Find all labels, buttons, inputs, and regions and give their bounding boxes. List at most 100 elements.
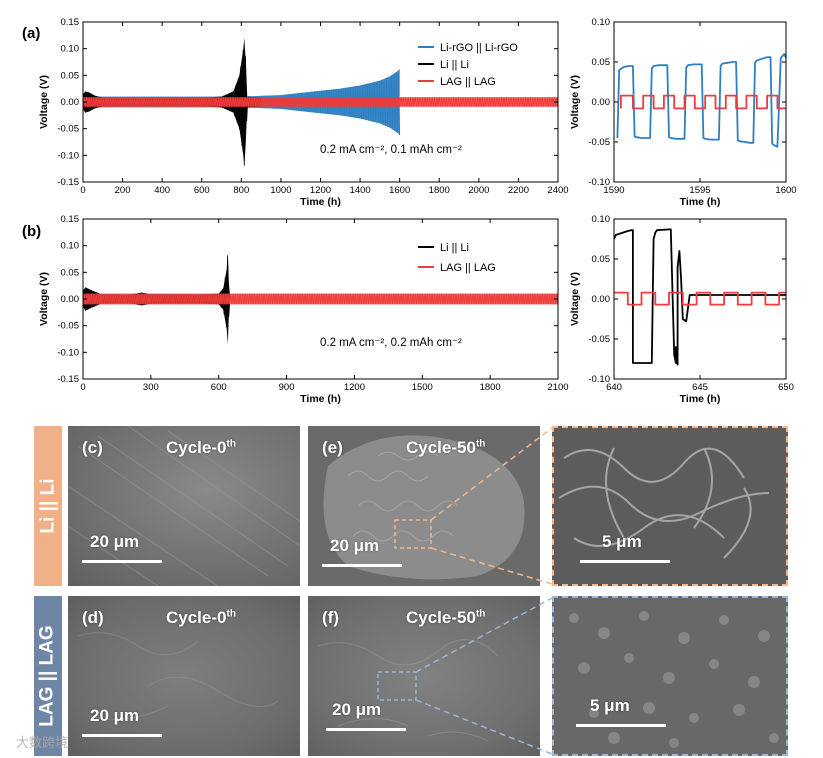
y-tick-label: 0.00	[592, 97, 611, 108]
legend-label-lag: LAG || LAG	[440, 76, 496, 88]
panel-label: (a)	[22, 25, 40, 42]
y-tick-label: -0.10	[588, 177, 610, 188]
x-axis-label: Time (h)	[680, 196, 721, 208]
x-tick-label: 1200	[310, 185, 331, 196]
legend-label-rgo: Li-rGO || Li-rGO	[440, 42, 518, 54]
x-tick-label: 1500	[412, 382, 433, 393]
sem-c-scale-label: 20 μm	[90, 532, 140, 551]
sem-e-zoom-scale-bar	[580, 560, 670, 563]
y-tick-label: -0.10	[588, 374, 610, 385]
x-tick-label: 1800	[429, 185, 450, 196]
plot-frame	[613, 21, 787, 183]
x-tick-label: 900	[279, 382, 295, 393]
y-tick-label: 0.15	[61, 214, 80, 225]
series-line-lag	[83, 293, 558, 305]
sem-image-c: (c) Cycle-0th 20 μm	[68, 426, 300, 586]
charts-layer: 0 200 400 600 800 1000 1200 1400 1600 1800 2000 220…	[22, 17, 797, 405]
x-tick-label: 800	[233, 185, 249, 196]
sem-c-cycle-sup: th	[226, 438, 236, 450]
legend-label-lag: LAG || LAG	[440, 262, 496, 274]
sem-c-letter: (c)	[82, 438, 103, 457]
x-tick-label: 645	[692, 382, 708, 393]
sem-e-cycle-sup: th	[475, 438, 486, 450]
x-tick-label: 1800	[480, 382, 501, 393]
y-axis-label: Voltage (V)	[38, 272, 50, 326]
chart-a-main: 0 200 400 600 800 1000 1200 1400 1600 1800 2000 220…	[22, 17, 569, 208]
x-tick-label: 0	[80, 382, 85, 393]
x-tick-label: 1600	[389, 185, 410, 196]
sem-f-cycle: Cycle-50th	[406, 608, 485, 628]
x-tick-label: 1590	[603, 185, 624, 196]
x-axis-label: Time (h)	[680, 393, 721, 405]
li-li-tab-label: Li || Li	[37, 478, 58, 534]
sem-f-scale-label: 20 μm	[332, 700, 382, 719]
sem-f-letter: (f)	[322, 608, 339, 627]
sem-image-f-zoom: 5 μm	[552, 596, 788, 756]
panel-label: (b)	[22, 223, 41, 240]
y-tick-label: 0.00	[592, 294, 611, 305]
sem-f-zoom-scale-label: 5 μm	[590, 696, 630, 715]
x-tick-label: 300	[143, 382, 159, 393]
y-tick-label: 0.00	[61, 97, 80, 108]
x-tick-label: 200	[115, 185, 131, 196]
condition-text: 0.2 mA cm⁻², 0.1 mAh cm⁻²	[320, 144, 462, 156]
sem-image-e-zoom: 5 μm	[552, 426, 788, 586]
y-axis-label: Voltage (V)	[569, 75, 581, 129]
y-tick-label: 0.10	[61, 241, 80, 252]
x-tick-label: 1000	[270, 185, 291, 196]
plot-area-b-main	[83, 253, 558, 345]
y-axis-label: Voltage (V)	[569, 272, 581, 326]
sem-f-cycle-text: Cycle-50	[406, 608, 476, 627]
x-tick-label: 1200	[344, 382, 365, 393]
sem-f-cycle-sup: th	[475, 608, 486, 620]
sem-d-scale-bar	[82, 734, 162, 737]
sem-f-scale-bar	[326, 728, 406, 731]
legend-label-li: Li || Li	[440, 242, 469, 254]
x-tick-label: 2200	[508, 185, 529, 196]
series-line-lag	[83, 97, 558, 107]
sem-d-cycle-sup: th	[226, 608, 236, 620]
chart-b-zoom: 640 645 650 -0.10 -0.05 0.00 0.05 0.10 Time (h) V…	[569, 214, 794, 405]
watermark: 大数跨境	[16, 735, 69, 750]
sem-e-scale-label: 20 μm	[330, 536, 380, 555]
series-line-li	[83, 255, 231, 328]
sem-d-cycle: Cycle-0th	[166, 608, 236, 628]
plot-area-a-main	[83, 38, 558, 166]
y-tick-label: -0.05	[57, 321, 79, 332]
li-li-side-tab: Li || Li	[34, 426, 62, 586]
y-tick-label: 0.10	[592, 214, 611, 225]
sem-d-cycle-text: Cycle-0	[166, 608, 227, 627]
sem-texture-e-zoom	[558, 447, 770, 559]
sem-e-scale-bar	[322, 564, 402, 567]
x-tick-label: 600	[211, 382, 227, 393]
y-tick-label: 0.05	[61, 70, 80, 81]
y-axis-label: Voltage (V)	[38, 75, 50, 129]
x-tick-label: 400	[154, 185, 170, 196]
condition-text: 0.2 mA cm⁻², 0.2 mAh cm⁻²	[320, 337, 462, 349]
sem-e-cycle: Cycle-50th	[406, 438, 485, 458]
sem-e-letter: (e)	[322, 438, 343, 457]
plot-area-a-zoom	[616, 53, 786, 148]
series-line-rgo	[616, 53, 786, 148]
x-tick-label: 2400	[547, 185, 568, 196]
sem-d-scale-label: 20 μm	[90, 706, 140, 725]
chart-a-zoom: 1590 1595 1600 -0.10 -0.05 0.00 0.05 0.10 Time (…	[569, 17, 797, 208]
sem-f-zoom-scale-bar	[576, 724, 666, 727]
legend-label-li: Li || Li	[440, 59, 469, 71]
y-tick-label: 0.05	[592, 57, 611, 68]
lag-lag-side-tab: LAG || LAG	[34, 596, 62, 756]
x-tick-label: 2000	[468, 185, 489, 196]
y-tick-label: -0.15	[57, 177, 79, 188]
sem-image-f: (f) Cycle-50th 20 μm	[308, 596, 540, 756]
plot-frame	[613, 218, 787, 380]
sem-d-letter: (d)	[82, 608, 104, 627]
sem-c-cycle: Cycle-0th	[166, 438, 236, 458]
y-tick-label: 0.10	[592, 17, 611, 28]
x-tick-label: 650	[778, 382, 794, 393]
sem-e-cycle-text: Cycle-50	[406, 438, 476, 457]
series-line-lag	[614, 291, 786, 306]
x-axis-label: Time (h)	[300, 196, 341, 208]
sem-texture-c	[68, 426, 300, 586]
y-tick-label: -0.05	[57, 124, 79, 135]
